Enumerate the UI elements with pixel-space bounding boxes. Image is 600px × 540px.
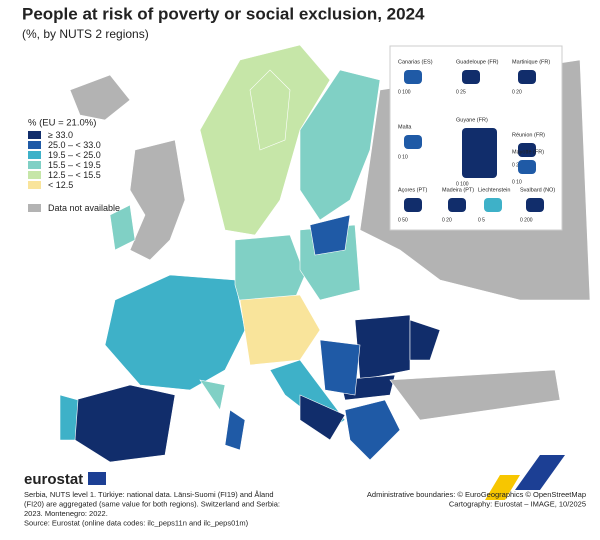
- inset-label: Madeira (PT): [442, 187, 474, 193]
- legend-label: Data not available: [48, 203, 120, 213]
- legend-swatch: [28, 171, 41, 179]
- credit: Cartography: Eurostat – IMAGE, 10/2025: [449, 499, 586, 508]
- region: [389, 369, 561, 421]
- inset-shape: [448, 198, 466, 212]
- region: [104, 274, 246, 391]
- inset-label: Canarias (ES): [398, 59, 433, 65]
- inset-label: Açores (PT): [398, 187, 428, 193]
- subtitle: (%, by NUTS 2 regions): [22, 27, 149, 41]
- legend-label: 12.5 – < 15.5: [48, 170, 101, 180]
- inset-label: Mayotte (FR): [512, 149, 544, 155]
- inset-shape: [462, 128, 497, 178]
- inset-shape: [404, 135, 422, 149]
- region: [299, 394, 346, 441]
- inset-label: Svalbard (NO): [520, 187, 555, 193]
- footer: Serbia, NUTS level 1. Türkiye: national …: [24, 490, 586, 528]
- inset-label: Guyane (FR): [456, 117, 488, 123]
- region: [409, 319, 441, 361]
- footnote: 2023. Montenegro: 2022.: [24, 509, 108, 518]
- inset-scale: 0 20: [442, 217, 452, 223]
- legend-swatch: [28, 204, 41, 212]
- inset-scale: 0 20: [512, 162, 522, 168]
- insets: Canarias (ES) 0 100 Guadeloupe (FR) 0 25 Mar…: [398, 59, 555, 223]
- inset-label: Martinique (FR): [512, 59, 550, 65]
- inset-shape: [404, 198, 422, 212]
- inset-shape: [518, 160, 536, 174]
- inset-shape: [526, 198, 544, 212]
- legend-label: ≥ 33.0: [48, 130, 73, 140]
- inset-shape: [484, 198, 502, 212]
- inset-shape: [462, 70, 480, 84]
- region: [224, 409, 246, 451]
- legend-swatch: [28, 151, 41, 159]
- region: [69, 74, 131, 121]
- region: [199, 379, 226, 411]
- title: People at risk of poverty or social excl…: [22, 4, 425, 23]
- inset-shape: [518, 70, 536, 84]
- brand: eurostat: [24, 471, 83, 488]
- eu-flag: [88, 472, 106, 485]
- inset-label: Liechtenstein: [478, 187, 510, 193]
- inset-scale: 0 50: [398, 217, 408, 223]
- inset-label: Malta: [398, 124, 412, 130]
- region: [319, 339, 361, 396]
- inset-shape: [518, 143, 536, 157]
- region: [309, 214, 351, 256]
- inset-scale: 0 10: [398, 154, 408, 160]
- legend-label: 15.5 – < 19.5: [48, 160, 101, 170]
- region: [59, 394, 79, 441]
- region: [109, 204, 136, 251]
- legend: % (EU = 21.0%) ≥ 33.025.0 – < 33.019.5 –…: [28, 118, 120, 213]
- region: [74, 384, 176, 463]
- region: [239, 294, 321, 366]
- decoration: [485, 475, 520, 500]
- inset-scale: 0 100: [398, 89, 411, 95]
- legend-swatch: [28, 141, 41, 149]
- inset-scale: 0 200: [520, 217, 533, 223]
- decoration: [515, 455, 565, 490]
- legend-title: % (EU = 21.0%): [28, 118, 96, 129]
- inset-label: Guadeloupe (FR): [456, 59, 499, 65]
- inset-scale: 0 25: [456, 89, 466, 95]
- inset-label: Réunion (FR): [512, 132, 545, 138]
- credit: Administrative boundaries: © EuroGeograp…: [367, 490, 586, 499]
- inset-scale: 0 5: [478, 217, 485, 223]
- region: [344, 399, 401, 461]
- inset-scale: 0 20: [512, 89, 522, 95]
- legend-swatch: [28, 181, 41, 189]
- footnote: Source: Eurostat (online data codes: ilc…: [24, 518, 249, 527]
- region: [249, 69, 291, 151]
- legend-swatch: [28, 161, 41, 169]
- footnote: (FI20) are aggregated (same value for bo…: [24, 499, 280, 508]
- legend-swatch: [28, 131, 41, 139]
- inset-scale: 0 10: [512, 179, 522, 185]
- legend-label: < 12.5: [48, 180, 73, 190]
- footnote: Serbia, NUTS level 1. Türkiye: national …: [24, 490, 274, 499]
- region: [354, 314, 411, 381]
- region: [129, 139, 186, 261]
- legend-label: 19.5 – < 25.0: [48, 150, 101, 160]
- region: [299, 69, 381, 221]
- inset-shape: [404, 70, 422, 84]
- legend-label: 25.0 – < 33.0: [48, 140, 101, 150]
- inset-scale: 0 100: [456, 181, 469, 187]
